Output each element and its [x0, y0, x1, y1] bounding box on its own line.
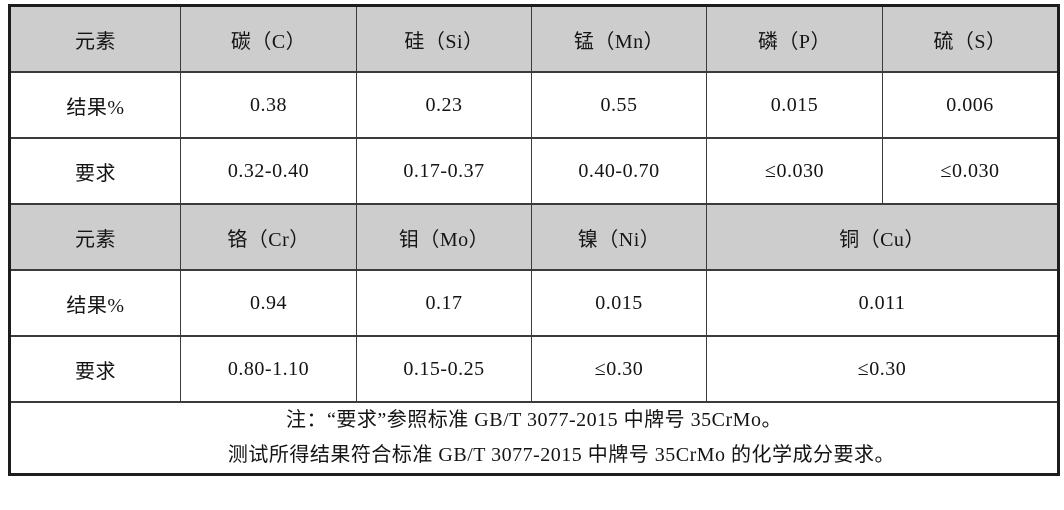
- element-header-row-2: 元素 铬（Cr） 钼（Mo） 镍（Ni） 铜（Cu）: [9, 203, 1059, 271]
- requirement-cell-molybdenum: 0.15-0.25: [356, 335, 532, 403]
- result-row-1: 结果% 0.38 0.23 0.55 0.015 0.006: [9, 71, 1059, 139]
- result-cell-manganese: 0.55: [531, 71, 707, 139]
- requirement-row-1: 要求 0.32-0.40 0.17-0.37 0.40-0.70 ≤0.030 …: [9, 137, 1059, 205]
- element-cell-nickel: 镍（Ni）: [531, 203, 707, 271]
- element-cell-phosphorus: 磷（P）: [706, 4, 883, 73]
- requirement-cell-manganese: 0.40-0.70: [531, 137, 707, 205]
- note-line-2: 测试所得结果符合标准 GB/T 3077-2015 中牌号 35CrMo 的化学…: [227, 444, 896, 466]
- requirement-cell-nickel: ≤0.30: [531, 335, 707, 403]
- result-cell-chromium: 0.94: [180, 269, 357, 337]
- note-row: 注：“要求”参照标准 GB/T 3077-2015 中牌号 35CrMo。 测试…: [9, 401, 1059, 476]
- element-cell-sulfur: 硫（S）: [882, 4, 1059, 73]
- requirement-cell-phosphorus: ≤0.030: [706, 137, 883, 205]
- result-cell-copper: 0.011: [706, 269, 1059, 337]
- row-label-element: 元素: [9, 4, 181, 73]
- result-cell-silicon: 0.23: [356, 71, 532, 139]
- note-line-1: 注：“要求”参照标准 GB/T 3077-2015 中牌号 35CrMo。: [286, 409, 782, 431]
- result-cell-sulfur: 0.006: [882, 71, 1059, 139]
- requirement-cell-copper: ≤0.30: [706, 335, 1059, 403]
- row-label-result: 结果%: [9, 71, 181, 139]
- row-label-element: 元素: [9, 203, 181, 271]
- requirement-row-2: 要求 0.80-1.10 0.15-0.25 ≤0.30 ≤0.30: [9, 335, 1059, 403]
- row-label-requirement: 要求: [9, 335, 181, 403]
- element-cell-manganese: 锰（Mn）: [531, 4, 707, 73]
- element-cell-carbon: 碳（C）: [180, 4, 357, 73]
- requirement-cell-chromium: 0.80-1.10: [180, 335, 357, 403]
- requirement-cell-silicon: 0.17-0.37: [356, 137, 532, 205]
- element-cell-chromium: 铬（Cr）: [180, 203, 357, 271]
- result-cell-carbon: 0.38: [180, 71, 357, 139]
- requirement-cell-carbon: 0.32-0.40: [180, 137, 357, 205]
- element-cell-silicon: 硅（Si）: [356, 4, 532, 73]
- element-cell-molybdenum: 钼（Mo）: [356, 203, 532, 271]
- result-cell-molybdenum: 0.17: [356, 269, 532, 337]
- row-label-requirement: 要求: [9, 137, 181, 205]
- note-cell: 注：“要求”参照标准 GB/T 3077-2015 中牌号 35CrMo。 测试…: [9, 401, 1059, 476]
- element-cell-copper: 铜（Cu）: [706, 203, 1059, 271]
- row-label-result: 结果%: [9, 269, 181, 337]
- requirement-cell-sulfur: ≤0.030: [882, 137, 1059, 205]
- element-header-row-1: 元素 碳（C） 硅（Si） 锰（Mn） 磷（P） 硫（S）: [9, 4, 1059, 73]
- result-row-2: 结果% 0.94 0.17 0.015 0.011: [9, 269, 1059, 337]
- result-cell-nickel: 0.015: [531, 269, 707, 337]
- chemical-composition-table: 元素 碳（C） 硅（Si） 锰（Mn） 磷（P） 硫（S） 结果% 0.38 0…: [8, 4, 1060, 476]
- result-cell-phosphorus: 0.015: [706, 71, 883, 139]
